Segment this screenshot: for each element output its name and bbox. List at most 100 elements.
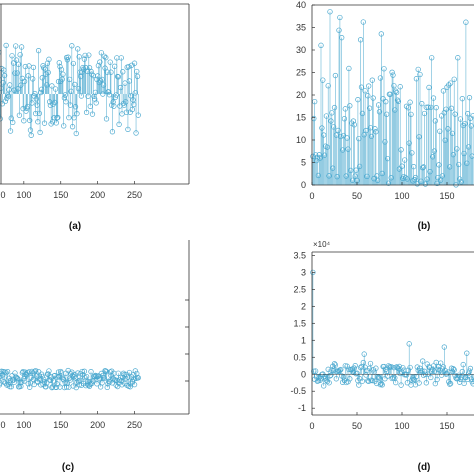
stem-marker <box>123 109 130 115</box>
stem-marker <box>72 81 78 88</box>
stem-marker <box>30 64 37 71</box>
stem-marker <box>419 368 425 374</box>
stem-marker <box>319 125 325 131</box>
stem-marker <box>31 381 37 388</box>
stem-marker <box>332 362 339 368</box>
stem-marker <box>344 363 350 369</box>
stem-marker <box>132 368 138 374</box>
stem-marker <box>379 170 385 177</box>
panel-c-x-ticks: 0 100 150 200 250 <box>0 411 142 430</box>
stem-marker <box>58 66 65 73</box>
stem-marker <box>63 99 69 105</box>
stem-marker <box>103 369 110 375</box>
stem-marker <box>70 60 76 67</box>
stem-marker <box>387 364 393 370</box>
stem-marker <box>113 92 119 98</box>
stem-marker <box>348 167 354 174</box>
stem-marker <box>390 375 396 381</box>
stem-marker <box>411 163 417 170</box>
stem-marker <box>408 111 414 118</box>
stem-marker <box>47 99 53 105</box>
stem-marker <box>75 46 81 52</box>
stem-marker <box>346 366 352 372</box>
stem-marker <box>3 370 9 376</box>
stem-marker <box>359 378 366 384</box>
x-tick-label: 150 <box>53 420 68 430</box>
stem-marker <box>4 95 10 101</box>
stem-marker <box>423 380 429 386</box>
panel-d-exponent-label: ×10⁴ <box>313 240 331 249</box>
stem-marker <box>400 365 406 371</box>
stem-marker <box>131 382 138 388</box>
stem-marker <box>39 373 45 379</box>
stem-marker <box>13 57 20 63</box>
stem-marker <box>461 150 467 157</box>
panel-d-y-ticks: -1 -0.5 0 0.5 1 1.5 2 2.5 3 3.5 <box>290 250 315 413</box>
stem-marker <box>437 367 443 373</box>
stem-marker <box>317 155 323 161</box>
stem-marker <box>441 344 447 350</box>
stem-marker <box>421 368 428 374</box>
stem-marker <box>407 364 413 371</box>
stem-marker <box>427 169 433 175</box>
stem-marker <box>420 164 427 170</box>
stem-marker <box>324 144 330 150</box>
stem-marker <box>312 152 319 158</box>
stem-marker <box>104 69 110 75</box>
stem-marker <box>455 55 461 61</box>
stem-marker <box>344 135 350 141</box>
stem-marker <box>456 161 462 168</box>
stem-marker <box>345 379 351 385</box>
stem-marker <box>464 160 470 166</box>
stem-marker <box>373 365 379 371</box>
stem-marker <box>358 84 365 90</box>
stem-marker <box>458 179 465 185</box>
stem-marker <box>363 127 369 134</box>
stem-marker <box>49 384 56 390</box>
stem-marker <box>73 130 79 137</box>
stem-marker <box>64 57 71 63</box>
stem-marker <box>384 111 390 117</box>
panel-a-marks <box>0 42 141 138</box>
stem-marker <box>49 83 55 89</box>
stem-marker <box>125 374 131 380</box>
y-tick-label: -0.5 <box>290 386 306 396</box>
stem-marker <box>60 71 66 77</box>
stem-marker <box>27 117 33 124</box>
stem-marker <box>61 123 67 129</box>
stem-marker <box>370 95 376 101</box>
stem-marker <box>29 100 35 106</box>
stem-marker <box>112 94 119 100</box>
stem-marker <box>73 384 79 391</box>
stem-marker <box>461 380 467 387</box>
panel-a: 0 100 150 200 250 (a) <box>0 3 190 232</box>
stem-marker <box>406 140 412 146</box>
stem-marker <box>21 378 28 384</box>
stem-marker <box>375 374 382 380</box>
stem-marker <box>94 381 100 387</box>
stem-marker <box>330 165 336 171</box>
stem-marker <box>312 98 318 105</box>
stem-marker <box>109 129 116 135</box>
stem-marker <box>72 104 79 110</box>
stem-marker <box>366 378 372 385</box>
stem-marker <box>470 113 474 119</box>
stem-marker <box>387 91 393 97</box>
stem-marker <box>339 147 346 153</box>
stem-marker <box>27 127 34 133</box>
x-tick-label: 0 <box>0 420 5 430</box>
y-tick-label: 10 <box>296 135 306 145</box>
stem-marker <box>21 78 28 85</box>
stem-marker <box>1 369 8 375</box>
stem-marker <box>347 376 353 382</box>
stem-marker <box>9 53 15 59</box>
x-tick-label: 0 <box>309 191 314 201</box>
y-tick-label: 25 <box>296 68 306 78</box>
stem-marker <box>77 377 83 383</box>
stem-marker <box>353 167 359 173</box>
stem-marker <box>21 118 27 124</box>
stem-marker <box>321 152 328 158</box>
stem-marker <box>470 381 474 387</box>
stem-marker <box>330 124 337 130</box>
x-tick-label: 100 <box>16 420 31 430</box>
